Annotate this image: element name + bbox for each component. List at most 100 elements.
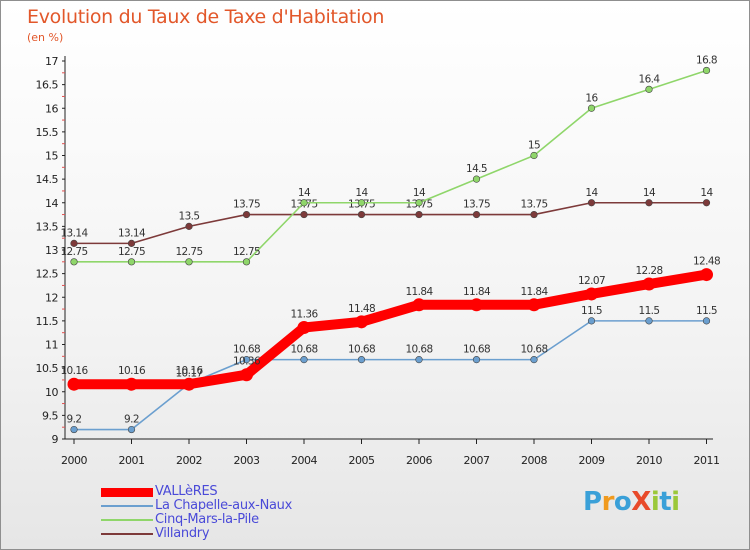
data-label: 11.36: [290, 308, 318, 320]
data-point: [702, 317, 711, 325]
data-label: 10.68: [233, 344, 260, 356]
data-label: 14: [298, 187, 311, 199]
data-label: 11.5: [639, 305, 660, 317]
data-label: 11.48: [348, 303, 375, 315]
series-line-2: [73, 69, 708, 263]
y-tick-label: 14.5: [36, 173, 59, 186]
x-tick-label: 2005: [349, 454, 375, 467]
data-point: [645, 317, 653, 325]
series-line-3: [73, 201, 708, 245]
data-label: 10.16: [175, 365, 203, 377]
data-label: 10.68: [520, 344, 547, 356]
data-label: 11.5: [696, 305, 717, 317]
data-label: 9.2: [124, 414, 139, 426]
data-point: [642, 277, 656, 291]
y-tick-label: 17: [45, 55, 58, 68]
data-point: [472, 356, 481, 364]
data-point: [415, 356, 423, 364]
data-point: [182, 377, 196, 391]
data-point: [587, 317, 596, 325]
data-point: [67, 377, 81, 391]
y-tick-label: 15: [45, 150, 58, 163]
x-tick-label: 2008: [521, 454, 547, 467]
logo-letter: o: [613, 487, 632, 517]
data-point: [70, 425, 78, 434]
data-point: [185, 222, 193, 230]
series-line-1: [73, 320, 708, 431]
data-point: [527, 298, 541, 312]
y-tick-label: 16.5: [36, 79, 59, 92]
data-label: 12.75: [60, 246, 87, 258]
data-label: 10.17: [175, 368, 202, 380]
x-tick-label: 2000: [61, 454, 87, 467]
data-point: [412, 298, 426, 312]
data-label: 10.68: [290, 344, 317, 356]
y-tick-label: 9: [52, 433, 59, 446]
logo-letter: X: [631, 487, 651, 517]
logo-letter: i: [650, 487, 660, 517]
data-point: [472, 210, 481, 219]
data-label: 13.75: [463, 199, 490, 211]
data-label: 10.68: [405, 344, 432, 356]
data-label: 14: [643, 187, 656, 199]
legend-label: La Chapelle-aux-Naux: [155, 498, 293, 513]
data-label: 10.68: [348, 344, 375, 356]
data-label: 12.75: [233, 246, 260, 258]
data-point: [702, 66, 711, 75]
proxiti-logo: ProXiti: [583, 487, 680, 517]
chart-subtitle: (en %): [27, 31, 64, 44]
data-point: [355, 315, 368, 329]
x-tick-label: 2001: [119, 454, 145, 467]
data-point: [242, 258, 251, 266]
data-point: [357, 199, 366, 207]
data-label: 9.2: [67, 414, 82, 426]
data-point: [702, 199, 711, 207]
y-tick-label: 15.5: [36, 126, 59, 139]
data-label: 16.8: [696, 54, 717, 66]
data-point: [300, 199, 308, 207]
data-point: [587, 199, 596, 207]
data-point: [645, 199, 653, 207]
y-tick-label: 10.5: [36, 362, 59, 375]
y-tick-label: 13.5: [36, 220, 59, 233]
data-point: [300, 210, 308, 219]
data-label: 13.14: [60, 227, 88, 239]
x-tick-label: 2009: [579, 454, 605, 467]
logo-letter: r: [601, 487, 615, 517]
legend-swatch: [101, 505, 153, 507]
data-point: [125, 377, 138, 391]
data-label: 10.36: [233, 356, 261, 368]
y-tick-label: 14: [45, 197, 58, 210]
data-point: [587, 104, 596, 112]
y-tick-label: 13: [45, 244, 58, 257]
data-point: [530, 356, 538, 364]
y-tick-label: 9.5: [42, 409, 58, 422]
data-point: [242, 210, 251, 219]
x-tick-label: 2007: [464, 454, 490, 467]
data-label: 12.48: [693, 256, 720, 268]
y-tick-label: 12.5: [36, 268, 59, 281]
x-tick-label: 2003: [234, 454, 260, 467]
data-point: [415, 210, 423, 219]
data-label: 14.5: [466, 163, 487, 175]
data-label: 16: [585, 92, 598, 104]
legend-label: Cinq-Mars-la-Pile: [155, 512, 259, 527]
data-label: 10.68: [463, 344, 490, 356]
x-tick-label: 2004: [291, 454, 317, 467]
logo-letter: t: [659, 487, 672, 517]
legend-label: Villandry: [155, 526, 210, 541]
data-label: 12.28: [635, 265, 662, 277]
legend-label: VALLèRES: [155, 484, 218, 499]
data-label: 13.5: [179, 210, 200, 222]
data-point: [530, 151, 538, 160]
data-point: [585, 287, 598, 301]
data-point: [530, 210, 538, 219]
data-point: [357, 210, 366, 219]
x-tick-label: 2002: [176, 454, 202, 467]
data-label: 13.75: [520, 199, 547, 211]
data-point: [472, 175, 481, 183]
data-label: 14: [585, 187, 598, 199]
data-label: 14: [413, 187, 426, 199]
data-point: [127, 239, 136, 247]
